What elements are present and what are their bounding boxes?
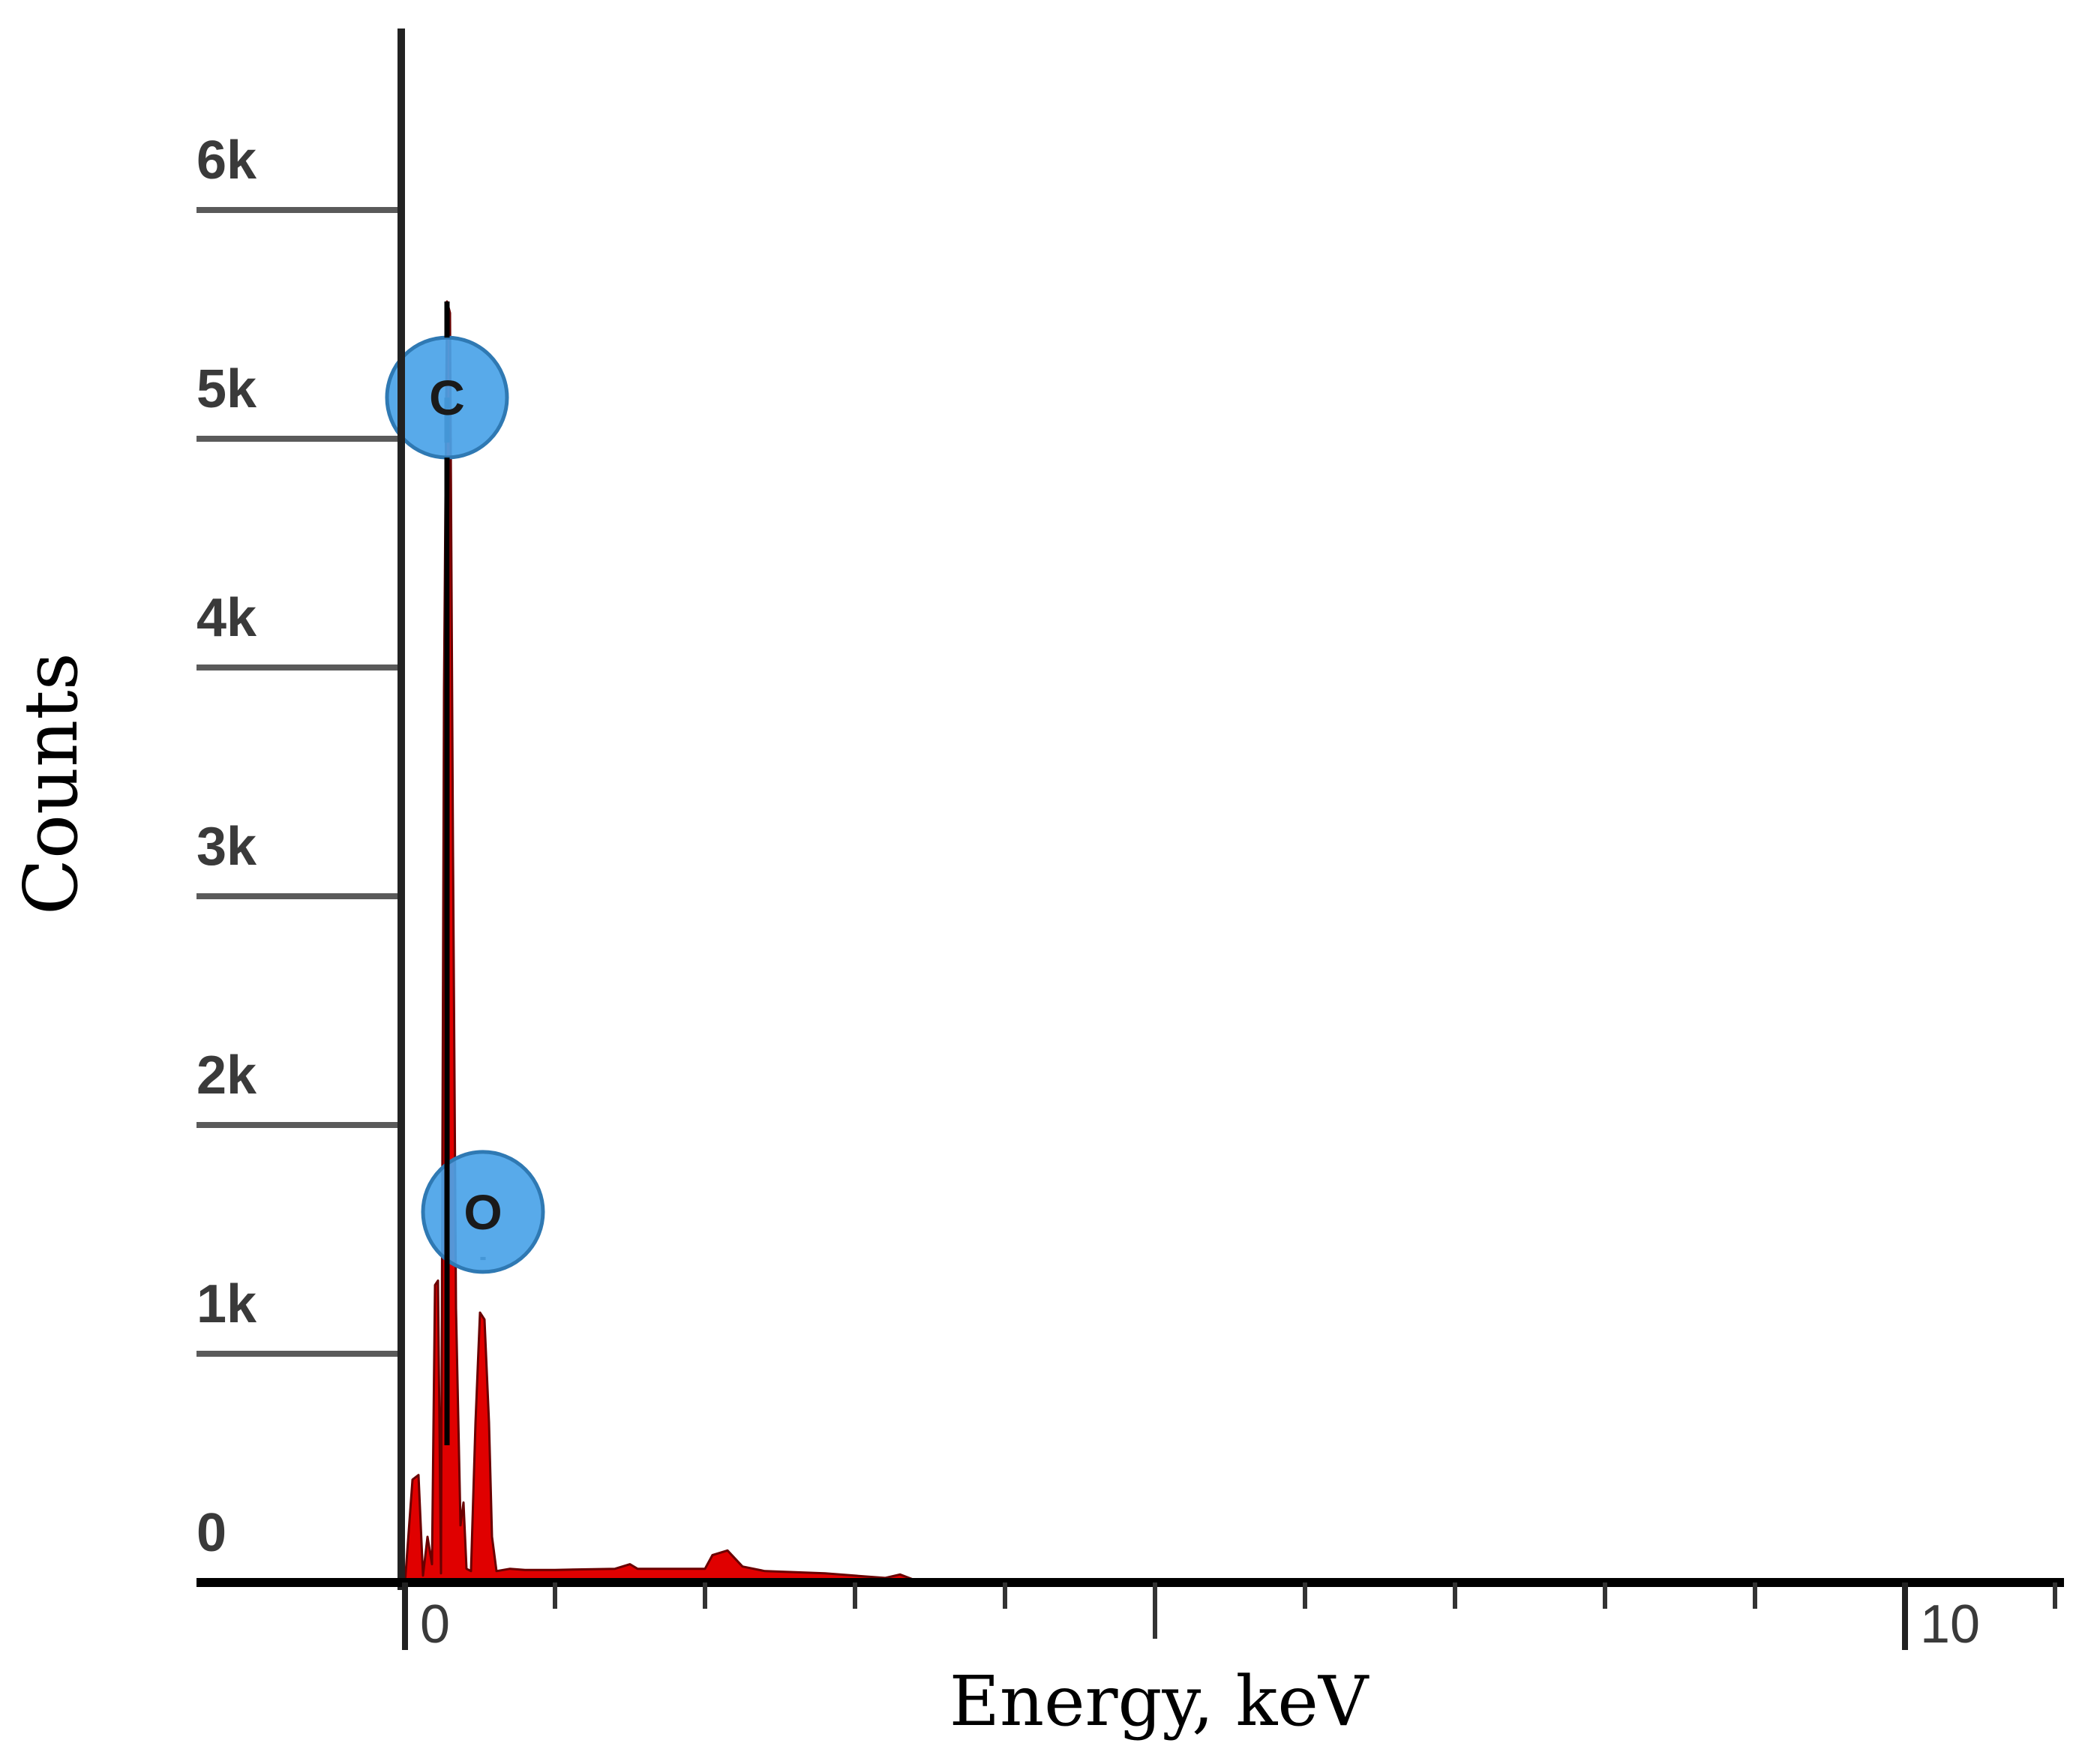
y-axis-label: Counts	[9, 652, 94, 915]
element-label: O	[464, 1184, 502, 1240]
element-markers: CO	[385, 302, 545, 1445]
spectrum-series	[404, 300, 2056, 1584]
element-label: C	[429, 370, 465, 425]
y-tick-label: 6k	[196, 130, 257, 190]
x-tick-label: 0	[420, 1594, 450, 1654]
element-circle	[421, 1150, 545, 1274]
y-tick-label: 3k	[196, 817, 257, 877]
y-tick-label: 4k	[196, 588, 257, 648]
y-tick-label: 5k	[196, 359, 257, 419]
y-tick-label: 0	[196, 1503, 226, 1563]
x-tick-label: 10	[1920, 1594, 1980, 1654]
y-tick-label: 1k	[196, 1274, 257, 1334]
y-tick-label: 2k	[196, 1046, 257, 1106]
y-axis-ticks: 0 1k 2k 3k 4k 5k 6k	[196, 130, 401, 1586]
element-marker-c: C	[385, 335, 509, 460]
axes	[196, 28, 2064, 1590]
element-marker-o: O	[421, 1150, 545, 1274]
x-axis-ticks: 0 10	[402, 1582, 2057, 1654]
spectrum-area	[404, 300, 2056, 1584]
x-axis-label: Energy, keV	[950, 1661, 1370, 1742]
